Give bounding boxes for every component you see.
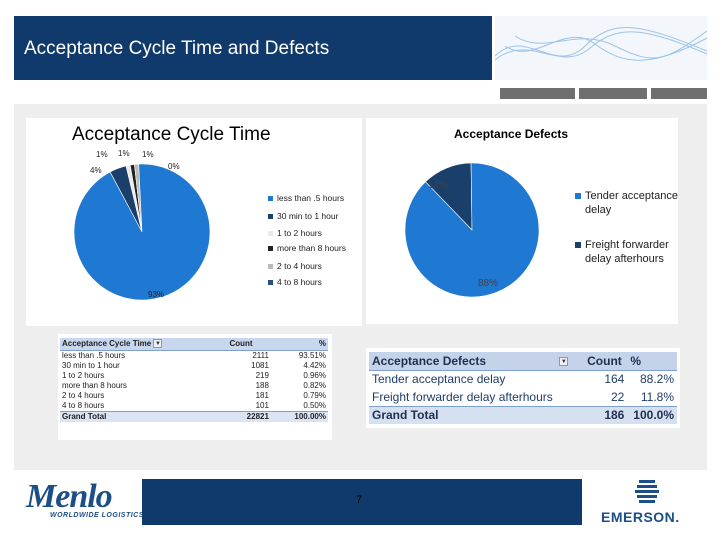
pie-slice	[73, 163, 211, 301]
legend-item: more than 8 hours	[268, 243, 346, 253]
legend-item: 1 to 2 hours	[268, 228, 322, 238]
slide-title-bar: Acceptance Cycle Time and Defects	[14, 16, 492, 80]
cycle-pie-chart	[73, 163, 211, 301]
pie-label: 4%	[90, 166, 102, 175]
table-row: 30 min to 1 hour 1081 4.42%	[62, 360, 326, 370]
table-row: Freight forwarder delay afterhours 22 11.8…	[372, 389, 674, 404]
pie-label: 0%	[168, 162, 180, 171]
legend-swatch	[575, 193, 581, 199]
legend-swatch	[268, 264, 273, 270]
legend-swatch	[575, 242, 581, 248]
page-number: 7	[356, 494, 363, 506]
menlo-logo-area	[14, 472, 142, 528]
legend-swatch	[268, 280, 273, 286]
filter-dropdown-icon[interactable]: ▼	[559, 357, 569, 367]
column-header: %	[270, 338, 328, 351]
pie-label: 93%	[148, 290, 165, 299]
header-wave-graphic	[495, 16, 707, 80]
defects-pie-chart	[404, 162, 540, 298]
table-row: less than .5 hours 2111 93.51%	[62, 350, 326, 360]
column-header[interactable]: Acceptance Defects ▼	[369, 352, 585, 371]
table-header-row: Acceptance Defects ▼ Count %	[369, 352, 677, 371]
column-header: %	[627, 352, 677, 371]
table-row: Tender acceptance delay 164 88.2%	[372, 372, 674, 387]
pie-label: 1%	[118, 149, 130, 158]
pie-label: 1%	[142, 150, 154, 159]
cycle-pivot-table: Acceptance Cycle Time ▼ Count % less tha…	[60, 338, 328, 422]
table-row: 2 to 4 hours 181 0.79%	[62, 390, 326, 400]
legend-item: 30 min to 1 hour	[268, 211, 338, 221]
menlo-logo-subtitle: WORLDWIDE LOGISTICS	[50, 512, 144, 519]
menlo-logo: Menlo	[26, 478, 113, 515]
cycle-chart-title: Acceptance Cycle Time	[72, 124, 271, 145]
grand-total-row: Grand Total 22821 100.00%	[60, 410, 328, 422]
legend-swatch	[268, 246, 273, 252]
defects-chart-title: Acceptance Defects	[454, 127, 569, 141]
legend-swatch	[268, 231, 273, 237]
table-header-row: Acceptance Cycle Time ▼ Count %	[60, 338, 328, 351]
table-row: 1 to 2 hours 219 0.96%	[62, 370, 326, 380]
pie-label: 88%	[478, 278, 499, 289]
emerson-logo: EMERSON.	[601, 509, 680, 525]
cycle-table-panel	[58, 334, 332, 440]
column-header[interactable]: Acceptance Cycle Time ▼	[60, 338, 228, 351]
emerson-logo-icon	[635, 480, 659, 503]
table-row: 4 to 8 hours 101 0.50%	[62, 400, 326, 410]
legend-swatch	[268, 214, 273, 220]
legend-item: 4 to 8 hours	[268, 277, 322, 287]
pie-label: 12%	[428, 180, 449, 191]
filter-dropdown-icon[interactable]: ▼	[153, 339, 163, 349]
table-row: more than 8 hours 188 0.82%	[62, 380, 326, 390]
legend-swatch	[268, 196, 273, 202]
legend-item: 2 to 4 hours	[268, 261, 322, 271]
slide-title: Acceptance Cycle Time and Defects	[24, 38, 330, 59]
legend-item: Freight forwarder delay afterhours	[575, 238, 685, 266]
grand-total-row: Grand Total 186 100.0%	[369, 405, 677, 424]
defects-pivot-table: Acceptance Defects ▼ Count % Tender acce…	[369, 352, 677, 424]
legend-item: Tender acceptance delay	[575, 189, 685, 217]
pie-label: 1%	[96, 150, 108, 159]
pie-slice	[404, 162, 540, 298]
legend-item: less than .5 hours	[268, 193, 344, 203]
column-header: Count	[227, 338, 271, 351]
footer-bar	[142, 479, 582, 525]
column-header: Count	[584, 352, 628, 371]
